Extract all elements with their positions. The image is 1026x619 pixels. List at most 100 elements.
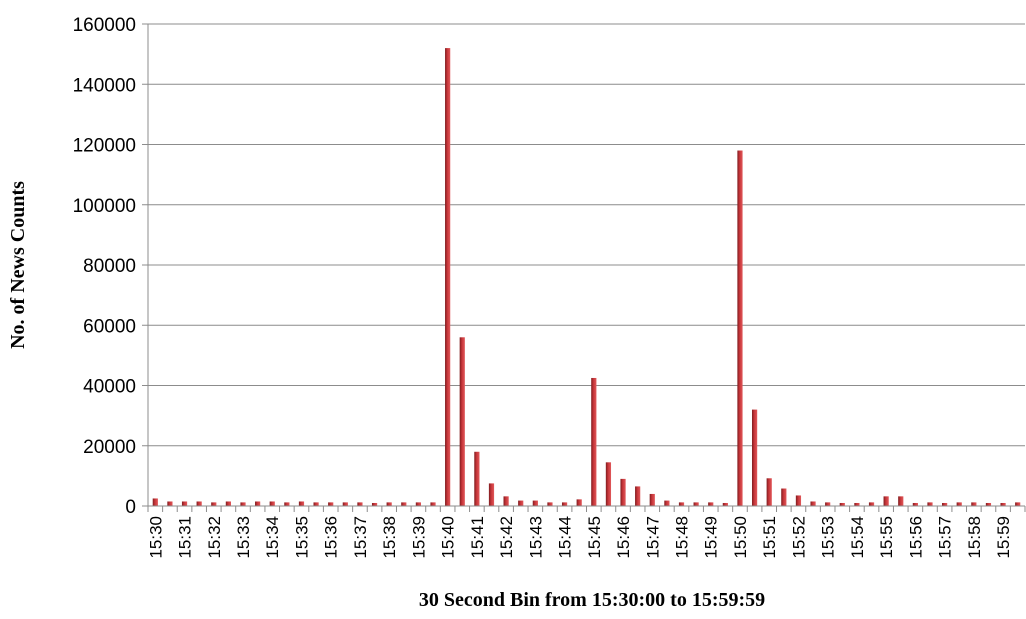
bar — [445, 48, 451, 506]
x-tick-label: 15:59 — [994, 516, 1013, 559]
x-tick-label: 15:38 — [380, 516, 399, 559]
x-tick-label: 15:43 — [526, 516, 545, 559]
bar — [678, 502, 685, 506]
bar — [971, 502, 977, 506]
x-tick-label: 15:47 — [643, 516, 662, 559]
bar — [649, 493, 655, 506]
y-tick-label: 40000 — [83, 377, 136, 398]
x-tick-label: 15:57 — [936, 516, 955, 559]
bar — [328, 502, 334, 506]
y-tick-label: 0 — [125, 497, 136, 518]
bar — [255, 501, 261, 506]
y-axis-tick-labels: 0 20000 40000 60000 80000 100000 120000 140000 1… — [73, 15, 136, 518]
x-tick-label: 15:52 — [789, 516, 808, 559]
x-tick-label: 15:34 — [263, 516, 282, 559]
y-tick-label: 140000 — [73, 75, 136, 96]
bar — [839, 502, 845, 506]
bar — [898, 496, 904, 506]
bar — [240, 502, 246, 506]
y-tick-label: 120000 — [73, 136, 136, 157]
bar — [518, 500, 524, 506]
x-tick-label: 15:33 — [234, 516, 253, 559]
y-tick-label: 60000 — [83, 316, 136, 337]
x-tick-label: 15:54 — [848, 516, 867, 559]
bar — [503, 496, 509, 506]
x-tick-label: 15:45 — [585, 516, 604, 559]
bar — [708, 502, 714, 506]
bar — [167, 501, 173, 506]
bar — [722, 502, 728, 506]
bar — [269, 501, 275, 506]
bar — [883, 496, 889, 506]
bar — [664, 500, 670, 506]
x-tick-label: 15:32 — [205, 516, 224, 559]
bar — [152, 498, 158, 506]
axes — [147, 24, 1026, 512]
bar — [985, 502, 992, 506]
gridlines — [142, 23, 1025, 507]
x-tick-label: 15:31 — [176, 516, 195, 559]
bar — [781, 488, 787, 506]
bar — [766, 478, 772, 506]
y-tick-label: 20000 — [83, 437, 136, 458]
bar — [927, 502, 933, 506]
bar — [474, 451, 480, 506]
bar — [605, 462, 612, 506]
bar — [956, 502, 962, 506]
bar — [1000, 502, 1006, 506]
x-tick-label: 15:30 — [146, 516, 165, 559]
bar — [912, 502, 918, 506]
y-axis-title: No. of News Counts — [7, 181, 29, 349]
x-tick-label: 15:39 — [409, 516, 428, 559]
x-tick-label: 15:42 — [497, 516, 516, 559]
y-tick-label: 160000 — [73, 15, 136, 36]
bar — [284, 502, 290, 506]
bar — [415, 502, 422, 506]
x-tick-label: 15:37 — [351, 516, 370, 559]
bar — [751, 409, 758, 506]
x-tick-label: 15:53 — [819, 516, 838, 559]
x-tick-label: 15:44 — [556, 516, 575, 559]
bar — [298, 501, 305, 506]
bar — [576, 499, 582, 506]
bar — [868, 502, 875, 506]
bar — [693, 502, 699, 506]
bar — [620, 478, 626, 506]
bar — [825, 502, 831, 506]
bar — [225, 501, 231, 506]
x-tick-label: 15:46 — [614, 516, 633, 559]
x-tick-label: 15:50 — [731, 516, 750, 559]
bar — [591, 377, 597, 506]
x-tick-label: 15:48 — [673, 516, 692, 559]
bar — [795, 495, 802, 506]
bar-series — [152, 48, 1021, 506]
bar — [1015, 502, 1021, 506]
bar — [430, 502, 436, 506]
bar — [854, 502, 860, 506]
bar — [635, 486, 641, 506]
bar — [401, 502, 407, 506]
bar — [342, 502, 348, 506]
bar — [357, 502, 363, 506]
bar — [211, 502, 217, 506]
bar — [313, 502, 319, 506]
bar — [532, 500, 538, 506]
bar — [488, 483, 495, 506]
x-tick-label: 15:58 — [965, 516, 984, 559]
x-axis-tick-labels: 15:30 15:31 15:32 15:33 15:34 15:35 15:36 15:37… — [146, 516, 1013, 559]
x-tick-label: 15:55 — [877, 516, 896, 559]
bar — [942, 502, 948, 506]
bar — [737, 150, 743, 506]
bar — [386, 502, 392, 506]
bar — [196, 501, 202, 506]
x-tick-label: 15:51 — [760, 516, 779, 559]
y-tick-label: 100000 — [73, 196, 136, 217]
bar — [181, 501, 188, 506]
x-tick-label: 15:56 — [906, 516, 925, 559]
x-tick-label: 15:40 — [439, 516, 458, 559]
x-axis-title: 30 Second Bin from 15:30:00 to 15:59:59 — [419, 589, 765, 611]
x-tick-label: 15:41 — [468, 516, 487, 559]
bar — [547, 502, 553, 506]
x-tick-label: 15:49 — [702, 516, 721, 559]
